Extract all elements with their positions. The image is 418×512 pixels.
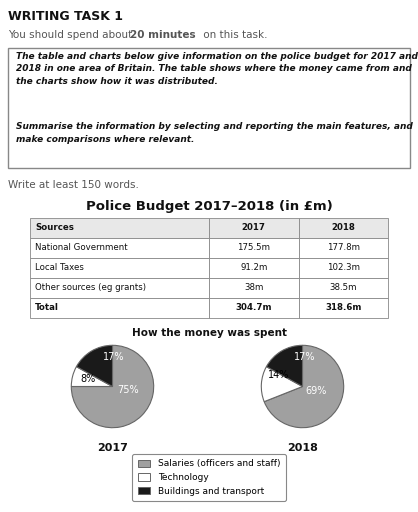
Wedge shape: [71, 345, 154, 428]
Text: 177.8m: 177.8m: [327, 244, 360, 252]
Text: Local Taxes: Local Taxes: [36, 264, 84, 272]
Bar: [298, 218, 388, 238]
Wedge shape: [76, 345, 112, 387]
Text: 91.2m: 91.2m: [240, 264, 268, 272]
Wedge shape: [266, 345, 303, 387]
Bar: [30, 278, 209, 298]
Text: 38m: 38m: [244, 284, 263, 292]
Wedge shape: [261, 367, 303, 402]
Text: Police Budget 2017–2018 (in £m): Police Budget 2017–2018 (in £m): [86, 200, 332, 213]
Legend: Salaries (officers and staff), Technology, Buildings and transport: Salaries (officers and staff), Technolog…: [133, 454, 285, 501]
Bar: [209, 238, 298, 258]
Bar: [30, 258, 209, 278]
Bar: [30, 218, 209, 238]
Text: The table and charts below give information on the police budget for 2017 and
20: The table and charts below give informat…: [16, 52, 418, 87]
Bar: [209, 298, 298, 318]
Bar: [298, 258, 388, 278]
Text: 17%: 17%: [294, 352, 315, 362]
FancyBboxPatch shape: [8, 48, 410, 168]
Text: Summarise the information by selecting and reporting the main features, and
make: Summarise the information by selecting a…: [16, 122, 413, 144]
Text: Sources: Sources: [36, 224, 74, 232]
Text: 75%: 75%: [117, 385, 139, 395]
Text: 2017: 2017: [242, 224, 266, 232]
Bar: [209, 258, 298, 278]
Text: Total: Total: [36, 304, 59, 312]
Bar: [298, 298, 388, 318]
Wedge shape: [71, 367, 112, 387]
Bar: [209, 218, 298, 238]
Text: National Government: National Government: [36, 244, 128, 252]
Text: 38.5m: 38.5m: [329, 284, 357, 292]
Bar: [30, 298, 209, 318]
Text: How the money was spent: How the money was spent: [132, 328, 286, 338]
Text: 20 minutes: 20 minutes: [130, 30, 196, 40]
Bar: [30, 238, 209, 258]
Bar: [298, 278, 388, 298]
Text: 2017: 2017: [97, 443, 128, 453]
Text: on this task.: on this task.: [200, 30, 268, 40]
Text: 2018: 2018: [331, 224, 355, 232]
Text: 8%: 8%: [80, 374, 95, 384]
Text: 304.7m: 304.7m: [235, 304, 272, 312]
Text: 69%: 69%: [305, 386, 326, 396]
Bar: [298, 238, 388, 258]
Text: You should spend about: You should spend about: [8, 30, 135, 40]
Bar: [209, 278, 298, 298]
Text: WRITING TASK 1: WRITING TASK 1: [8, 10, 123, 23]
Text: 318.6m: 318.6m: [325, 304, 362, 312]
Text: 17%: 17%: [102, 352, 124, 362]
Text: 175.5m: 175.5m: [237, 244, 270, 252]
Text: Other sources (eg grants): Other sources (eg grants): [36, 284, 146, 292]
Text: 2018: 2018: [287, 443, 318, 453]
Text: 102.3m: 102.3m: [327, 264, 360, 272]
Text: Write at least 150 words.: Write at least 150 words.: [8, 180, 139, 190]
Text: 14%: 14%: [268, 370, 289, 380]
Wedge shape: [264, 345, 344, 428]
